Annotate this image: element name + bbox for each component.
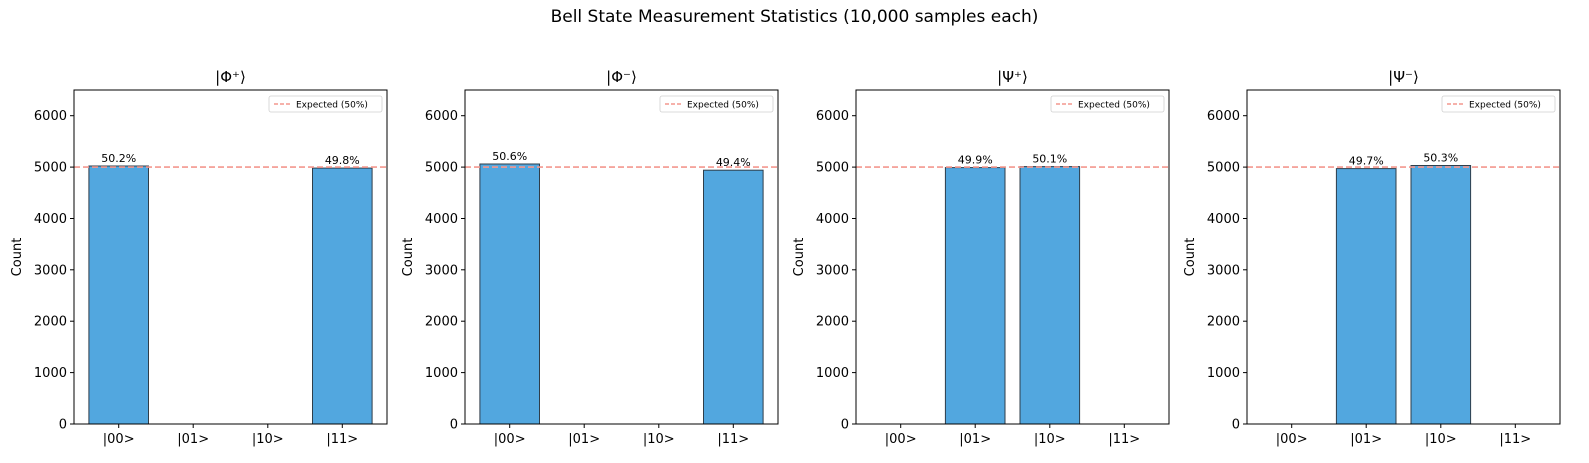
data-label-3-1: 49.7% <box>1349 155 1384 168</box>
bar-2-1 <box>944 167 1006 425</box>
panel-title-3: |Ψ⁻⟩ <box>1388 68 1419 86</box>
x-tick-label-3-1: |01> <box>1350 432 1382 447</box>
legend-box-2 <box>1050 95 1165 113</box>
axes-frame-3 <box>1246 89 1561 425</box>
x-tick-label-0-1: |01> <box>177 432 209 447</box>
y-tick-label-0-1000: 1000 <box>34 366 67 381</box>
y-tick-label-3-1000: 1000 <box>1207 366 1240 381</box>
y-tick-label-2-3000: 3000 <box>816 263 849 278</box>
legend-label-3: Expected (50%) <box>1469 101 1541 111</box>
y-tick-label-2-0: 0 <box>841 418 849 433</box>
bar-0-3 <box>312 167 373 425</box>
x-tick-label-2-0: |00> <box>885 432 917 447</box>
y-tick-label-0-3000: 3000 <box>34 263 67 278</box>
y-tick-label-0-5000: 5000 <box>34 161 67 176</box>
legend-label-2: Expected (50%) <box>1078 101 1150 111</box>
legend-label-1: Expected (50%) <box>687 101 759 111</box>
y-tick-label-3-3000: 3000 <box>1207 263 1240 278</box>
y-tick-label-1-0: 0 <box>450 418 458 433</box>
panel-title-1: |Φ⁻⟩ <box>606 68 637 86</box>
y-tick-label-2-1000: 1000 <box>816 366 849 381</box>
data-label-2-2: 50.1% <box>1032 153 1067 166</box>
y-axis-label-1: Count <box>401 238 416 277</box>
y-tick-label-0-0: 0 <box>59 418 67 433</box>
x-tick-label-0-3: |11> <box>326 432 358 447</box>
x-tick-label-0-2: |10> <box>252 432 284 447</box>
x-tick-label-2-3: |11> <box>1108 432 1140 447</box>
axes-frame-1 <box>464 89 779 425</box>
y-axis-label-3: Count <box>1183 238 1198 277</box>
bar-3-2 <box>1410 165 1472 425</box>
y-tick-label-1-1000: 1000 <box>425 366 458 381</box>
data-label-3-2: 50.3% <box>1423 152 1458 165</box>
bar-2-2 <box>1019 166 1081 425</box>
y-tick-label-1-3000: 3000 <box>425 263 458 278</box>
legend-box-3 <box>1441 95 1556 113</box>
legend-box-0 <box>268 95 383 113</box>
y-tick-label-3-0: 0 <box>1232 418 1240 433</box>
x-tick-label-1-0: |00> <box>494 432 526 447</box>
data-label-1-3: 49.4% <box>716 156 751 169</box>
bar-0-0 <box>88 165 149 425</box>
legend-box-1 <box>659 95 774 113</box>
x-tick-label-1-1: |01> <box>568 432 600 447</box>
bar-1-3 <box>703 169 764 425</box>
y-tick-label-0-6000: 6000 <box>34 109 67 124</box>
x-tick-label-1-2: |10> <box>643 432 675 447</box>
y-axis-label-0: Count <box>10 238 25 277</box>
legend-label-0: Expected (50%) <box>296 101 368 111</box>
data-label-2-1: 49.9% <box>958 154 993 167</box>
bar-1-0 <box>479 163 540 425</box>
y-tick-label-1-5000: 5000 <box>425 161 458 176</box>
y-tick-label-2-6000: 6000 <box>816 109 849 124</box>
axes-frame-2 <box>855 89 1170 425</box>
y-tick-label-3-5000: 5000 <box>1207 161 1240 176</box>
y-axis-label-2: Count <box>792 238 807 277</box>
x-tick-label-0-0: |00> <box>103 432 135 447</box>
y-tick-label-0-4000: 4000 <box>34 212 67 227</box>
y-tick-label-2-5000: 5000 <box>816 161 849 176</box>
axes-frame-0 <box>73 89 388 425</box>
y-tick-label-3-2000: 2000 <box>1207 315 1240 330</box>
x-tick-label-2-1: |01> <box>959 432 991 447</box>
y-tick-label-1-2000: 2000 <box>425 315 458 330</box>
data-label-0-3: 49.8% <box>325 154 360 167</box>
x-tick-label-3-2: |10> <box>1425 432 1457 447</box>
y-tick-label-3-4000: 4000 <box>1207 212 1240 227</box>
x-tick-label-3-3: |11> <box>1499 432 1531 447</box>
x-tick-label-1-3: |11> <box>717 432 749 447</box>
figure-title: Bell State Measurement Statistics (10,00… <box>550 7 1039 27</box>
y-tick-label-1-6000: 6000 <box>425 109 458 124</box>
x-tick-label-3-0: |00> <box>1276 432 1308 447</box>
y-tick-label-1-4000: 4000 <box>425 212 458 227</box>
data-label-0-0: 50.2% <box>101 152 136 165</box>
y-tick-label-2-4000: 4000 <box>816 212 849 227</box>
panel-title-0: |Φ⁺⟩ <box>215 68 246 86</box>
y-tick-label-3-6000: 6000 <box>1207 109 1240 124</box>
y-tick-label-0-2000: 2000 <box>34 315 67 330</box>
panel-title-2: |Ψ⁺⟩ <box>997 68 1028 86</box>
x-tick-label-2-2: |10> <box>1034 432 1066 447</box>
data-label-1-0: 50.6% <box>492 150 527 163</box>
bar-3-1 <box>1335 168 1397 425</box>
y-tick-label-2-2000: 2000 <box>816 315 849 330</box>
